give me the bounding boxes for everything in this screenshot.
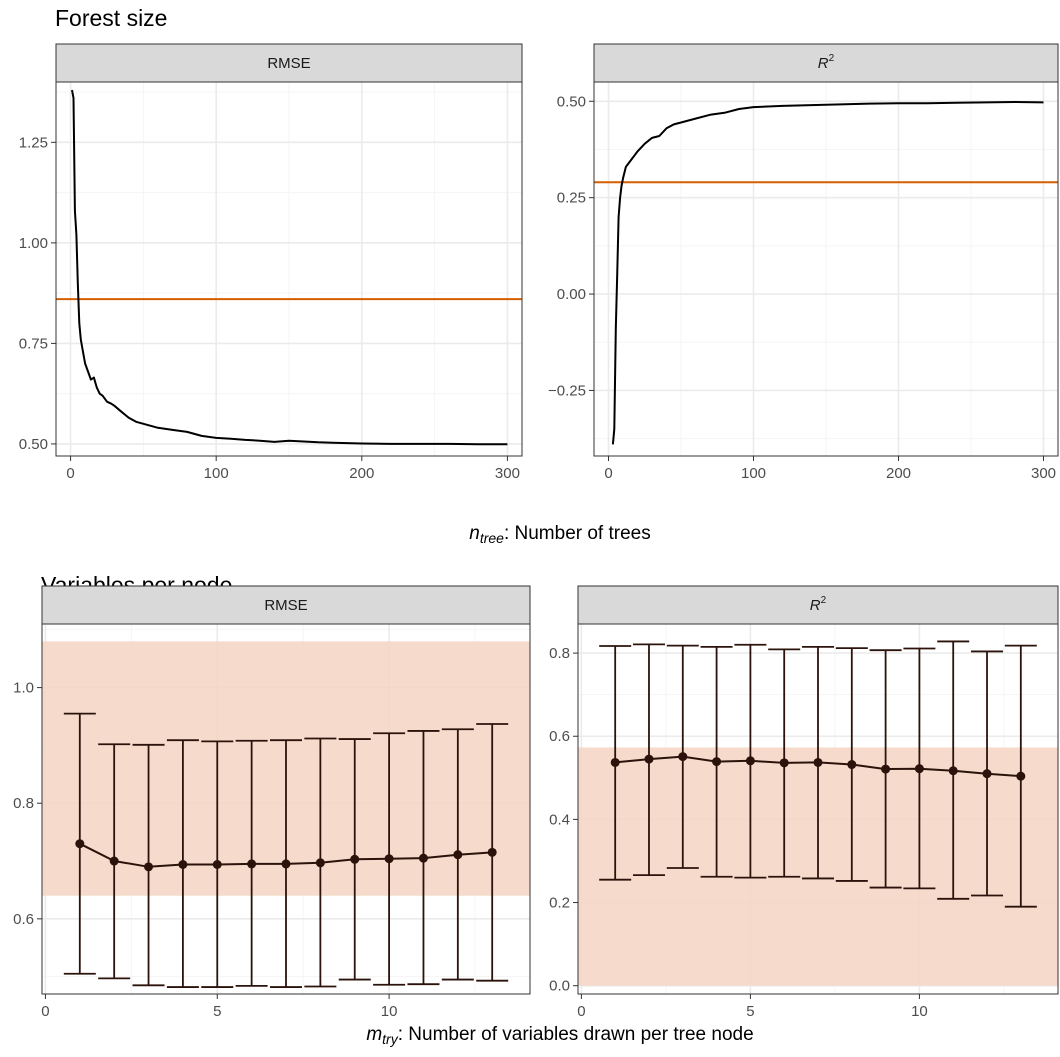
data-point xyxy=(315,858,325,868)
panel-border xyxy=(41,623,531,995)
y-tick-label: 0.0 xyxy=(549,978,570,995)
panel-top-right: R2 0 100 200 300 −0.25 0.00 0.25 0.50 xyxy=(548,43,1059,482)
y-tick-label: 0.4 xyxy=(549,811,570,828)
strip-label-sup: 2 xyxy=(821,595,827,606)
data-point xyxy=(712,757,722,767)
x-tick-label: 10 xyxy=(381,1003,398,1020)
x-tick-label: 300 xyxy=(495,465,520,482)
x-tick-label: 0 xyxy=(41,1003,49,1020)
strip-label-sup: 2 xyxy=(829,53,835,64)
data-point xyxy=(212,860,222,869)
strip-label: RMSE xyxy=(267,55,310,72)
x-tick-label: 200 xyxy=(349,465,374,482)
strip-label: RMSE xyxy=(264,597,307,614)
series-line xyxy=(71,89,508,446)
strip-label-var: R xyxy=(810,597,821,614)
strip-label: R2 xyxy=(810,595,827,614)
panel-bottom-left: RMSE 0 5 10 0.6 0.8 1.0 xyxy=(13,585,531,1020)
x-tick-label: 200 xyxy=(886,465,911,482)
x-tick-label: 5 xyxy=(213,1003,221,1020)
data-point xyxy=(350,854,360,864)
y-tick-label: 0.50 xyxy=(19,436,48,453)
top-x-axis-text: : Number of trees xyxy=(504,523,651,544)
y-tick-label: 1.00 xyxy=(19,235,48,252)
data-point xyxy=(247,859,257,869)
strip-background xyxy=(55,43,523,83)
data-point xyxy=(847,760,857,770)
y-tick-label: 0.00 xyxy=(557,286,586,303)
y-tick-label: 0.50 xyxy=(557,93,586,110)
data-point xyxy=(610,757,620,767)
data-point xyxy=(678,752,688,762)
x-tick-label: 5 xyxy=(746,1003,754,1020)
y-tick-label: 0.2 xyxy=(549,895,570,912)
x-tick-label: 10 xyxy=(911,1003,928,1020)
data-point xyxy=(453,850,463,860)
top-x-axis-sub: tree xyxy=(480,530,504,546)
data-point xyxy=(418,853,428,863)
panel-bottom-right: R2 0 5 10 0.0 0.2 0.4 0.6 0.8 xyxy=(549,585,1059,1020)
strip-background xyxy=(577,585,1059,625)
strip-label: R2 xyxy=(818,53,835,72)
top-x-axis-var: n xyxy=(469,523,480,544)
data-point xyxy=(813,757,823,767)
data-point xyxy=(109,856,119,866)
data-point xyxy=(487,847,497,857)
y-tick-label: 0.6 xyxy=(549,728,570,745)
data-point xyxy=(948,766,958,776)
series-line xyxy=(611,101,1044,445)
strip-label-var: R xyxy=(818,55,829,72)
data-point xyxy=(982,769,992,779)
data-point xyxy=(178,860,188,869)
strip-background xyxy=(41,585,531,625)
data-point xyxy=(745,756,755,766)
data-point xyxy=(384,854,394,864)
y-tick-label: 0.25 xyxy=(557,190,586,207)
x-tick-label: 100 xyxy=(741,465,766,482)
data-point xyxy=(1016,771,1026,781)
data-point xyxy=(144,862,154,872)
data-point xyxy=(75,839,85,849)
x-tick-label: 0 xyxy=(604,465,612,482)
data-point xyxy=(914,764,924,774)
y-tick-label: −0.25 xyxy=(548,382,586,399)
bottom-x-axis-sub: try xyxy=(382,1031,399,1047)
y-tick-label: 0.75 xyxy=(19,335,48,352)
top-section-title: Forest size xyxy=(55,5,167,31)
panel-border xyxy=(55,81,523,457)
data-point xyxy=(881,764,891,774)
x-tick-label: 100 xyxy=(204,465,229,482)
panel-top-left: RMSE 0 100 200 300 0.50 0.75 1.00 1.25 xyxy=(19,43,523,482)
x-tick-label: 0 xyxy=(577,1003,585,1020)
strip-background xyxy=(593,43,1059,83)
y-tick-label: 1.0 xyxy=(13,680,34,697)
y-tick-label: 1.25 xyxy=(19,134,48,151)
data-point xyxy=(779,758,789,768)
panel-border xyxy=(593,81,1059,457)
x-tick-label: 0 xyxy=(66,465,74,482)
data-point xyxy=(644,754,654,764)
y-tick-label: 0.8 xyxy=(549,645,570,662)
top-x-axis-title: ntree: Number of trees xyxy=(469,523,650,546)
bottom-x-axis-title: mtry: Number of variables drawn per tree… xyxy=(366,1024,753,1047)
y-tick-label: 0.8 xyxy=(13,795,34,812)
bottom-x-axis-text: : Number of variables drawn per tree nod… xyxy=(398,1024,754,1045)
y-tick-label: 0.6 xyxy=(13,911,34,928)
panel-border xyxy=(577,623,1059,995)
x-tick-label: 300 xyxy=(1031,465,1056,482)
data-point xyxy=(281,859,291,869)
bottom-x-axis-var: m xyxy=(366,1024,382,1045)
